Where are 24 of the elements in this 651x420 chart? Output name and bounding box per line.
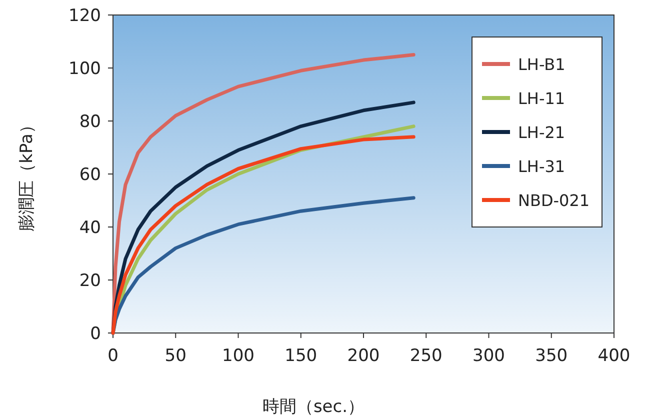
y-tick-label: 20: [79, 271, 101, 291]
y-tick-label: 80: [79, 112, 101, 132]
line-series: [111, 196, 416, 335]
legend-label: LH-B1: [518, 55, 566, 74]
x-tick-label: 100: [222, 346, 254, 366]
y-tick-label: 100: [68, 59, 101, 79]
x-tick-label: 0: [108, 346, 118, 366]
x-tick-label: 300: [472, 346, 505, 366]
y-tick-label: 0: [90, 324, 101, 344]
x-tick-label: 250: [410, 346, 442, 366]
x-tick-label: 400: [598, 346, 630, 366]
y-tick-label: 60: [79, 165, 101, 185]
y-tick-label: 120: [68, 6, 101, 26]
y-axis-title: 膨潤圧（kPa）: [17, 116, 37, 232]
legend-label: NBD-021: [518, 191, 590, 210]
legend-label: LH-21: [518, 123, 566, 142]
x-tick-label: 150: [284, 346, 318, 366]
x-axis-title: 時間（sec.）: [262, 397, 365, 417]
y-tick-label: 40: [79, 218, 101, 238]
x-tick-label: 350: [535, 346, 568, 366]
x-tick-label: 50: [164, 346, 186, 366]
x-tick-label: 200: [347, 346, 380, 366]
legend-label: LH-11: [518, 89, 566, 108]
legend-label: LH-31: [518, 157, 566, 176]
